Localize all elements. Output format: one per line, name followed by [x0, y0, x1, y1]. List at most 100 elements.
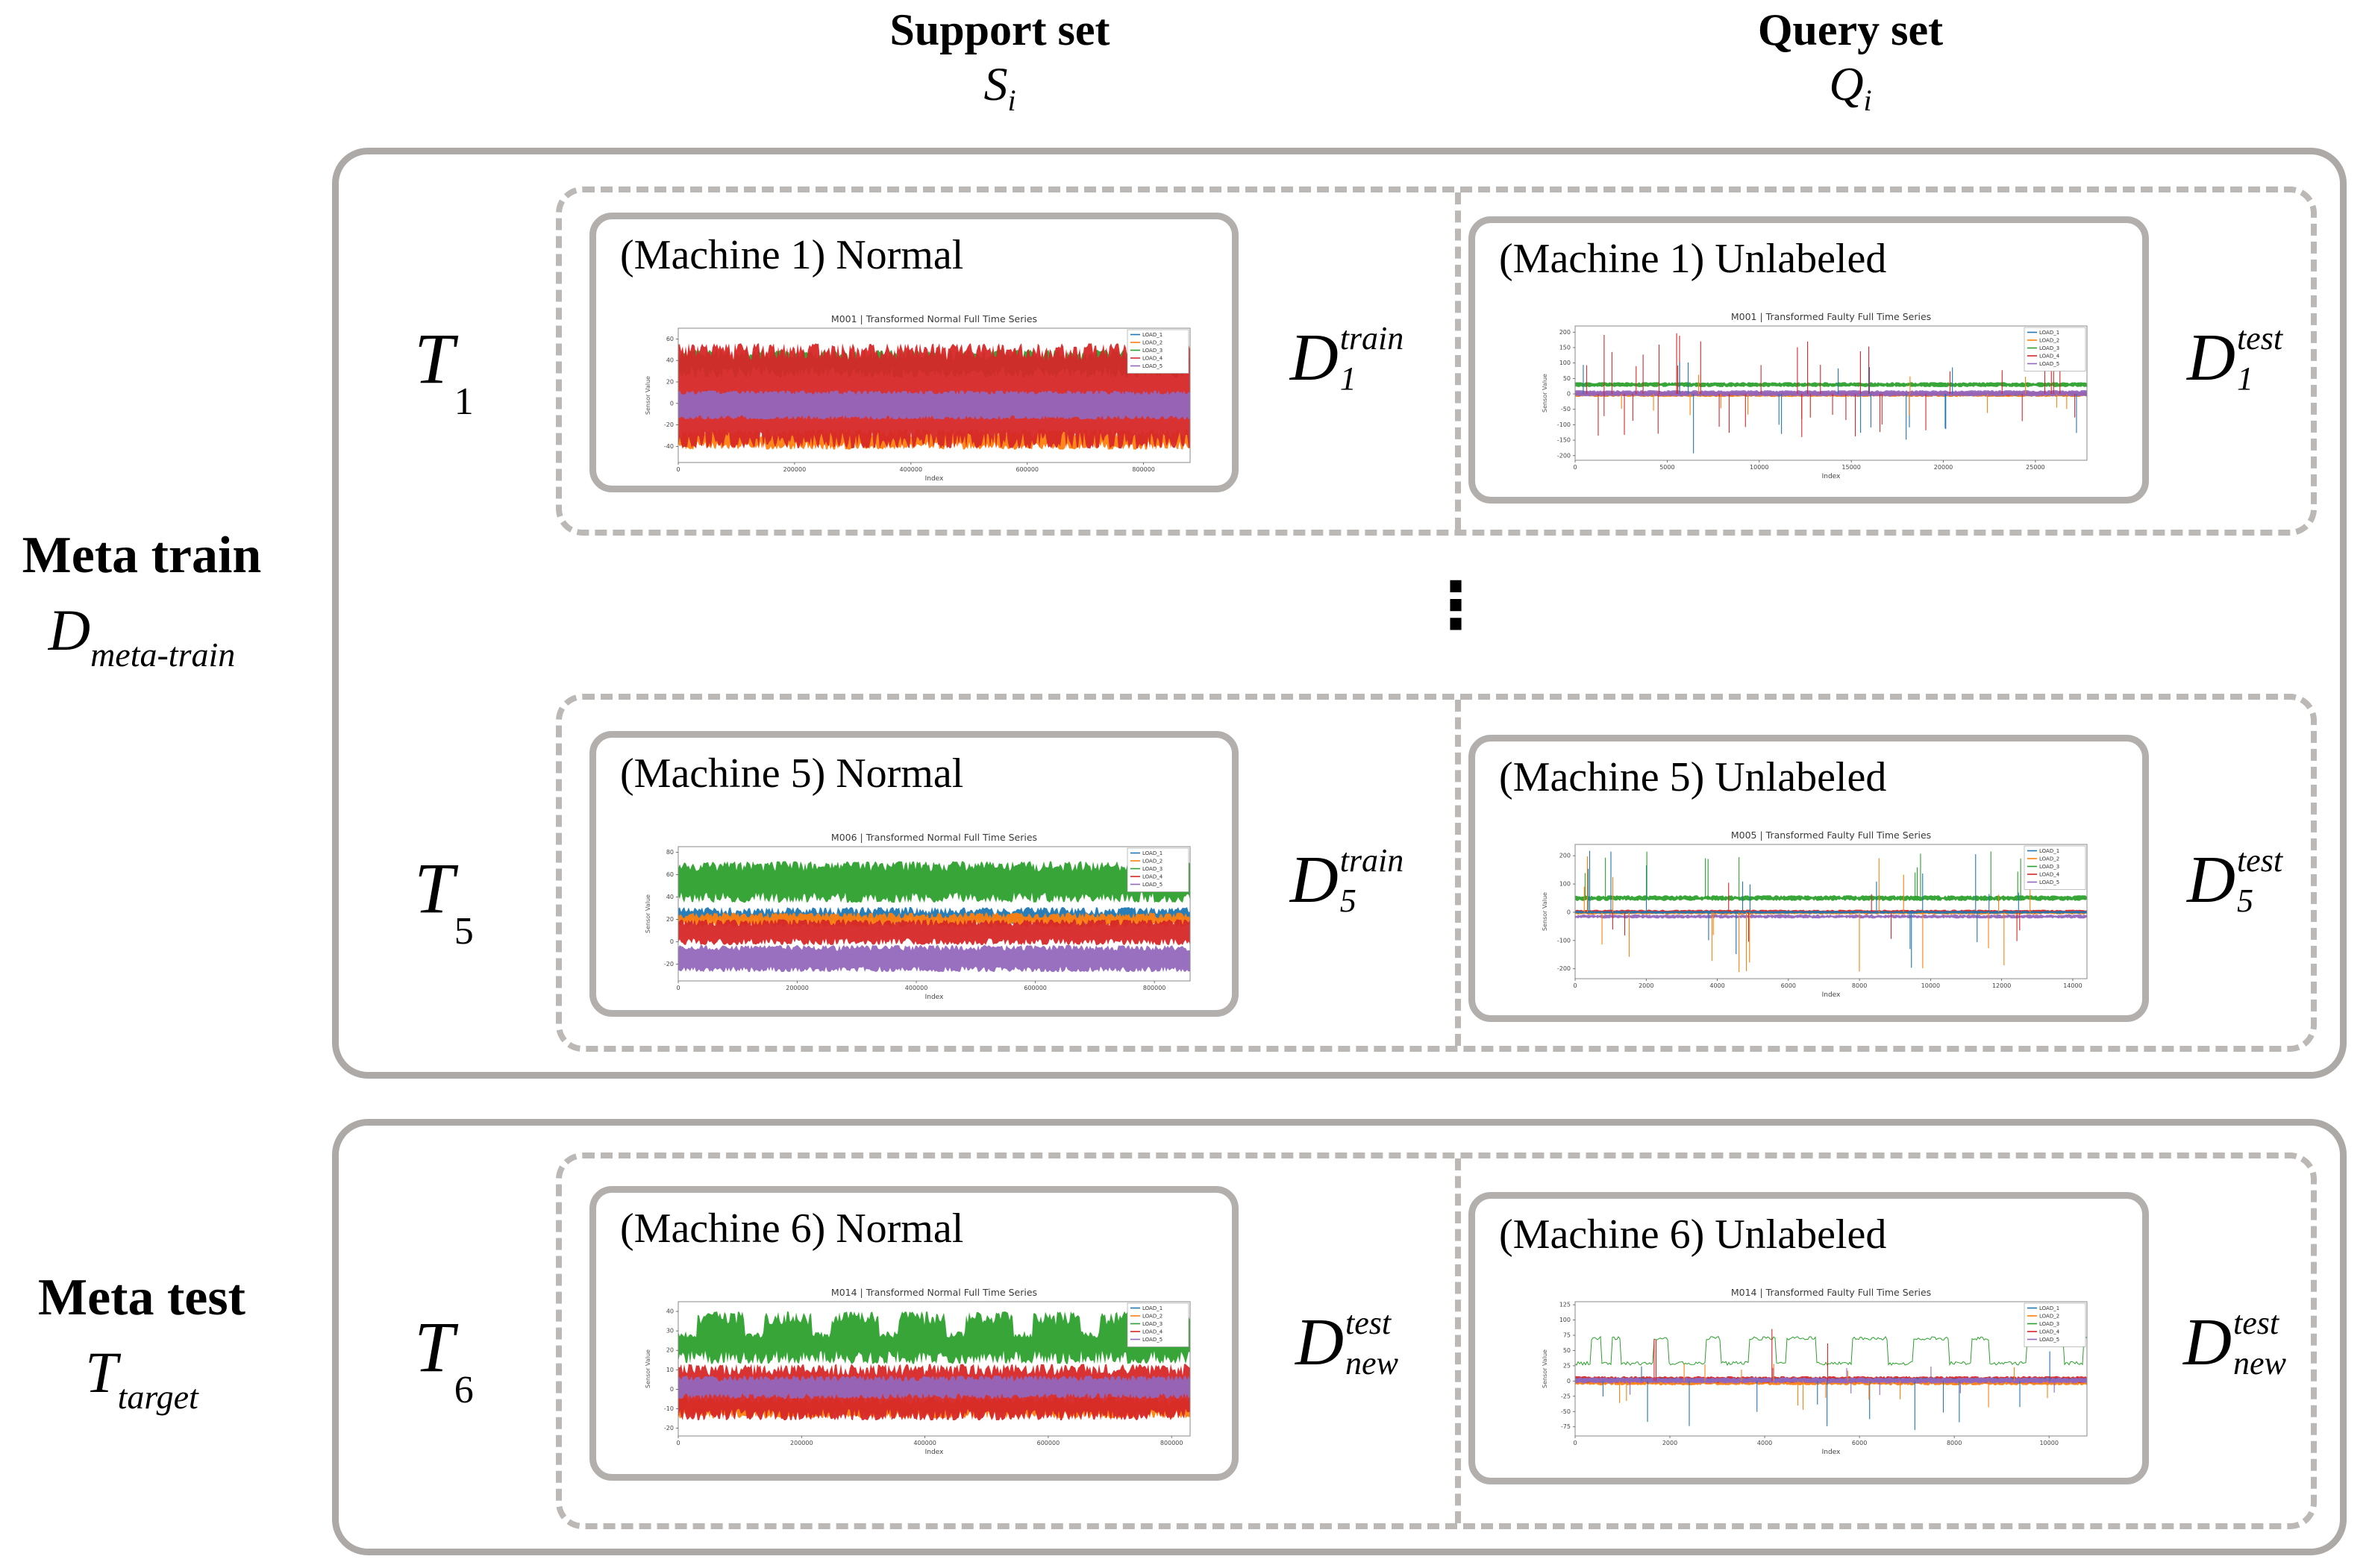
svg-text:M006 | Transformed Normal Full: M006 | Transformed Normal Full Time Seri… — [831, 832, 1037, 843]
svg-text:LOAD_5: LOAD_5 — [2039, 1337, 2059, 1343]
svg-text:Index: Index — [1822, 473, 1841, 480]
svg-text:14000: 14000 — [2063, 982, 2082, 989]
d-sup: test — [2236, 320, 2283, 357]
task-6-row-box — [556, 1153, 2317, 1529]
svg-text:LOAD_1: LOAD_1 — [2039, 330, 2059, 336]
task-letter: T — [414, 318, 454, 398]
svg-text:-20: -20 — [664, 961, 674, 968]
support-query-divider — [1455, 1158, 1461, 1523]
chart-m001-faulty: 0 5000 10000 15000 20000 25000 -200 -150 -100 -50… — [1539, 311, 2091, 483]
query-symbol-sub: i — [1863, 84, 1872, 117]
svg-text:5000: 5000 — [1659, 464, 1674, 471]
svg-text:LOAD_2: LOAD_2 — [1142, 859, 1162, 865]
svg-text:0: 0 — [676, 466, 680, 473]
svg-text:LOAD_5: LOAD_5 — [1142, 1337, 1162, 1343]
svg-text:10000: 10000 — [1921, 982, 1940, 989]
svg-text:LOAD_2: LOAD_2 — [2039, 338, 2059, 344]
panel-machine1-normal: (Machine 1) Normal 0 200000 400000 600000 80… — [589, 213, 1239, 492]
svg-text:Index: Index — [925, 1449, 944, 1456]
svg-text:40: 40 — [666, 357, 674, 364]
svg-text:Sensor Value: Sensor Value — [645, 894, 651, 933]
meta-test-symbol-letter: T — [85, 1340, 118, 1405]
svg-text:LOAD_5: LOAD_5 — [1142, 882, 1162, 888]
svg-text:60: 60 — [666, 336, 674, 342]
svg-text:LOAD_3: LOAD_3 — [2039, 345, 2059, 351]
svg-text:800000: 800000 — [1143, 985, 1166, 991]
svg-text:0: 0 — [670, 1386, 674, 1393]
dataset-label-dnew-test-query: D test new — [2149, 1283, 2321, 1402]
panel-title: (Machine 1) Normal — [620, 232, 964, 278]
meta-train-label: Meta train — [22, 527, 262, 584]
dataset-label-d1-train: D train 1 — [1239, 298, 1455, 418]
svg-text:20: 20 — [666, 379, 674, 386]
svg-text:100: 100 — [1559, 360, 1571, 366]
panel-machine6-unlabeled: (Machine 6) Unlabeled 0 2000 4000 6000 8000 1… — [1468, 1192, 2149, 1484]
svg-text:LOAD_3: LOAD_3 — [1142, 1321, 1162, 1327]
support-query-divider — [1455, 192, 1461, 530]
task-letter: T — [414, 847, 454, 928]
panel-title: (Machine 5) Unlabeled — [1499, 754, 1887, 800]
svg-text:-25: -25 — [1561, 1393, 1571, 1399]
svg-text:LOAD_4: LOAD_4 — [2039, 354, 2060, 360]
svg-text:200000: 200000 — [786, 985, 809, 991]
task-sub: 6 — [454, 1369, 474, 1411]
svg-text:Index: Index — [925, 994, 944, 1001]
svg-text:M001 | Transformed Normal Full: M001 | Transformed Normal Full Time Seri… — [831, 313, 1037, 324]
panel-machine6-normal: (Machine 6) Normal 0 200000 400000 600000 80… — [589, 1186, 1239, 1481]
svg-text:600000: 600000 — [1024, 985, 1047, 991]
svg-text:50: 50 — [1563, 1347, 1571, 1354]
svg-text:4000: 4000 — [1757, 1440, 1772, 1446]
dataset-label-d1-test: D test 1 — [2149, 298, 2321, 418]
svg-text:50: 50 — [1563, 375, 1571, 382]
d-letter: D — [2186, 321, 2235, 395]
svg-text:M005 | Transformed Faulty Full: M005 | Transformed Faulty Full Time Seri… — [1731, 830, 1931, 841]
svg-text:-100: -100 — [1557, 937, 1571, 944]
chart-m014-faulty: 0 2000 4000 6000 8000 10000 -75 -50 -25 0 25 50 75 10… — [1539, 1287, 2091, 1458]
svg-text:30: 30 — [666, 1328, 674, 1335]
svg-text:200: 200 — [1559, 853, 1571, 859]
svg-text:800000: 800000 — [1132, 466, 1155, 473]
svg-text:10000: 10000 — [1750, 464, 1768, 471]
svg-text:Index: Index — [925, 475, 944, 483]
svg-text:-10: -10 — [664, 1405, 674, 1412]
svg-text:0: 0 — [1567, 1378, 1571, 1384]
svg-text:80: 80 — [666, 849, 674, 856]
svg-text:600000: 600000 — [1016, 466, 1039, 473]
svg-text:LOAD_5: LOAD_5 — [2039, 879, 2059, 885]
svg-text:Index: Index — [1822, 991, 1841, 999]
d-sup: train — [1339, 842, 1404, 879]
task-1-row-box — [556, 186, 2317, 536]
svg-text:400000: 400000 — [905, 985, 928, 991]
svg-text:0: 0 — [1573, 464, 1577, 471]
d-sub: new — [2233, 1345, 2286, 1382]
d-letter: D — [2183, 1305, 2232, 1379]
svg-text:800000: 800000 — [1160, 1440, 1183, 1446]
svg-text:LOAD_3: LOAD_3 — [1142, 348, 1162, 354]
svg-text:LOAD_1: LOAD_1 — [2039, 1305, 2059, 1311]
svg-text:400000: 400000 — [900, 466, 923, 473]
svg-text:0: 0 — [1567, 391, 1571, 398]
svg-text:10: 10 — [666, 1367, 674, 1373]
svg-text:-50: -50 — [1561, 406, 1571, 413]
svg-text:40: 40 — [666, 894, 674, 900]
svg-text:0: 0 — [676, 1440, 680, 1446]
d-sup: train — [1339, 320, 1404, 357]
d-sub: 1 — [1339, 360, 1356, 397]
d-letter: D — [1289, 843, 1339, 917]
svg-text:-40: -40 — [664, 443, 674, 450]
svg-text:LOAD_3: LOAD_3 — [2039, 864, 2059, 870]
svg-text:20: 20 — [666, 916, 674, 923]
task-sub: 1 — [454, 380, 474, 423]
panel-title: (Machine 1) Unlabeled — [1499, 236, 1887, 282]
svg-text:25000: 25000 — [2026, 464, 2044, 471]
d-sub: 1 — [2236, 360, 2253, 397]
svg-text:25: 25 — [1563, 1362, 1571, 1369]
svg-text:6000: 6000 — [1852, 1440, 1867, 1446]
task-5-row-box — [556, 694, 2317, 1052]
d-sub: 5 — [2236, 882, 2253, 919]
d-letter: D — [1295, 1305, 1345, 1379]
svg-text:0: 0 — [676, 985, 680, 991]
meta-train-symbol-letter: D — [48, 598, 91, 662]
svg-text:-20: -20 — [664, 1425, 674, 1431]
